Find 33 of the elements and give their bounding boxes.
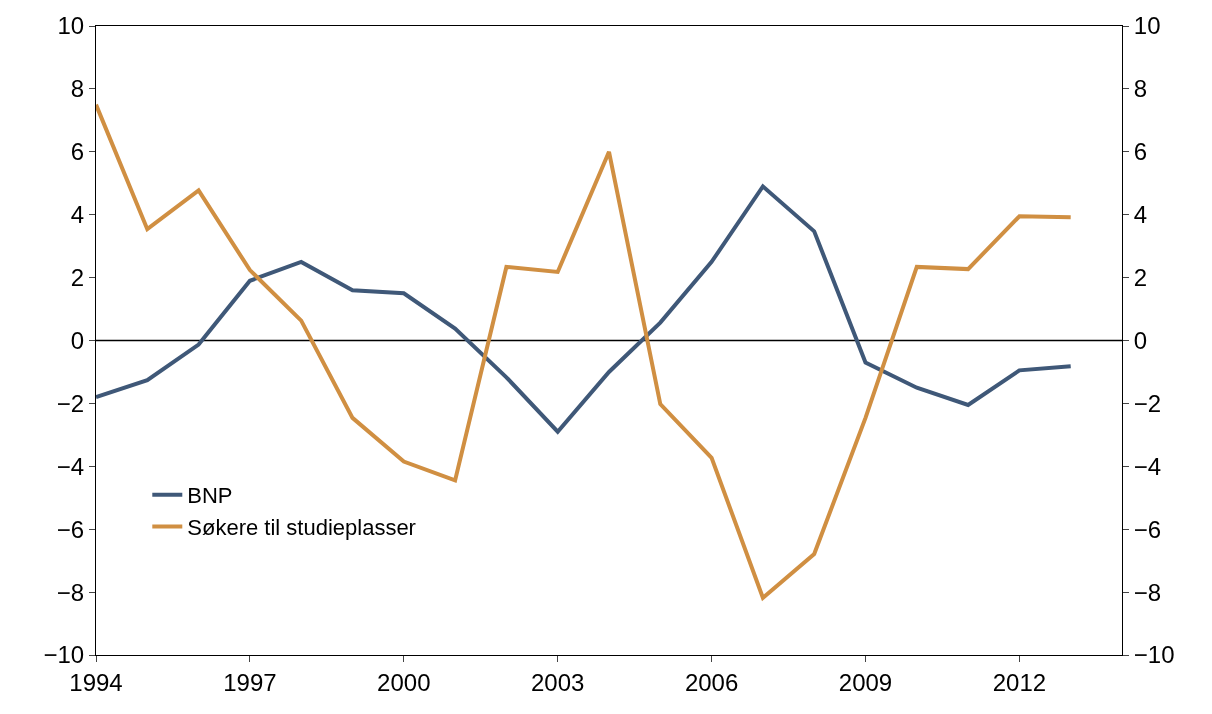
y-tick-label: −10: [43, 641, 85, 669]
legend-label: BNP: [187, 483, 233, 509]
y2-tick-label: 6: [1133, 138, 1148, 166]
x-tick-label: 2006: [684, 668, 739, 696]
y2-tick-label: −2: [1133, 389, 1162, 417]
y2-tick-label: 8: [1133, 75, 1148, 103]
y2-tick-label: −8: [1133, 578, 1162, 606]
y-tick-label: −4: [56, 452, 85, 480]
x-tick-label: 2000: [377, 668, 431, 696]
y-tick-label: −2: [56, 389, 85, 417]
y-tick-label: 6: [70, 138, 85, 166]
y2-tick-label: −4: [1133, 452, 1162, 480]
y2-tick-label: −10: [1133, 641, 1175, 669]
y-tick-label: 8: [70, 75, 85, 103]
legend-label: Søkere til studieplasser: [187, 515, 416, 541]
y2-tick-label: −6: [1133, 515, 1162, 543]
y2-tick-label: 2: [1133, 264, 1148, 291]
y-tick-label: −6: [56, 515, 85, 543]
line-series: [96, 102, 1073, 600]
line-series: [96, 184, 1073, 434]
y2-tick-label: 0: [1133, 326, 1148, 354]
y2-tick-label: 10: [1133, 12, 1161, 40]
y-tick-label: 2: [70, 264, 85, 291]
x-tick-label: 2012: [992, 668, 1047, 696]
x-tick-label: 1994: [69, 668, 123, 696]
x-tick-label: 2009: [838, 668, 893, 696]
x-tick-label: 1997: [223, 668, 277, 696]
y-tick-label: 4: [70, 201, 85, 229]
x-tick-label: 2003: [531, 668, 585, 696]
y-tick-label: 0: [70, 326, 85, 354]
y-tick-label: −8: [56, 578, 85, 606]
y-tick-label: 10: [57, 12, 85, 40]
y2-tick-label: 4: [1133, 201, 1148, 229]
